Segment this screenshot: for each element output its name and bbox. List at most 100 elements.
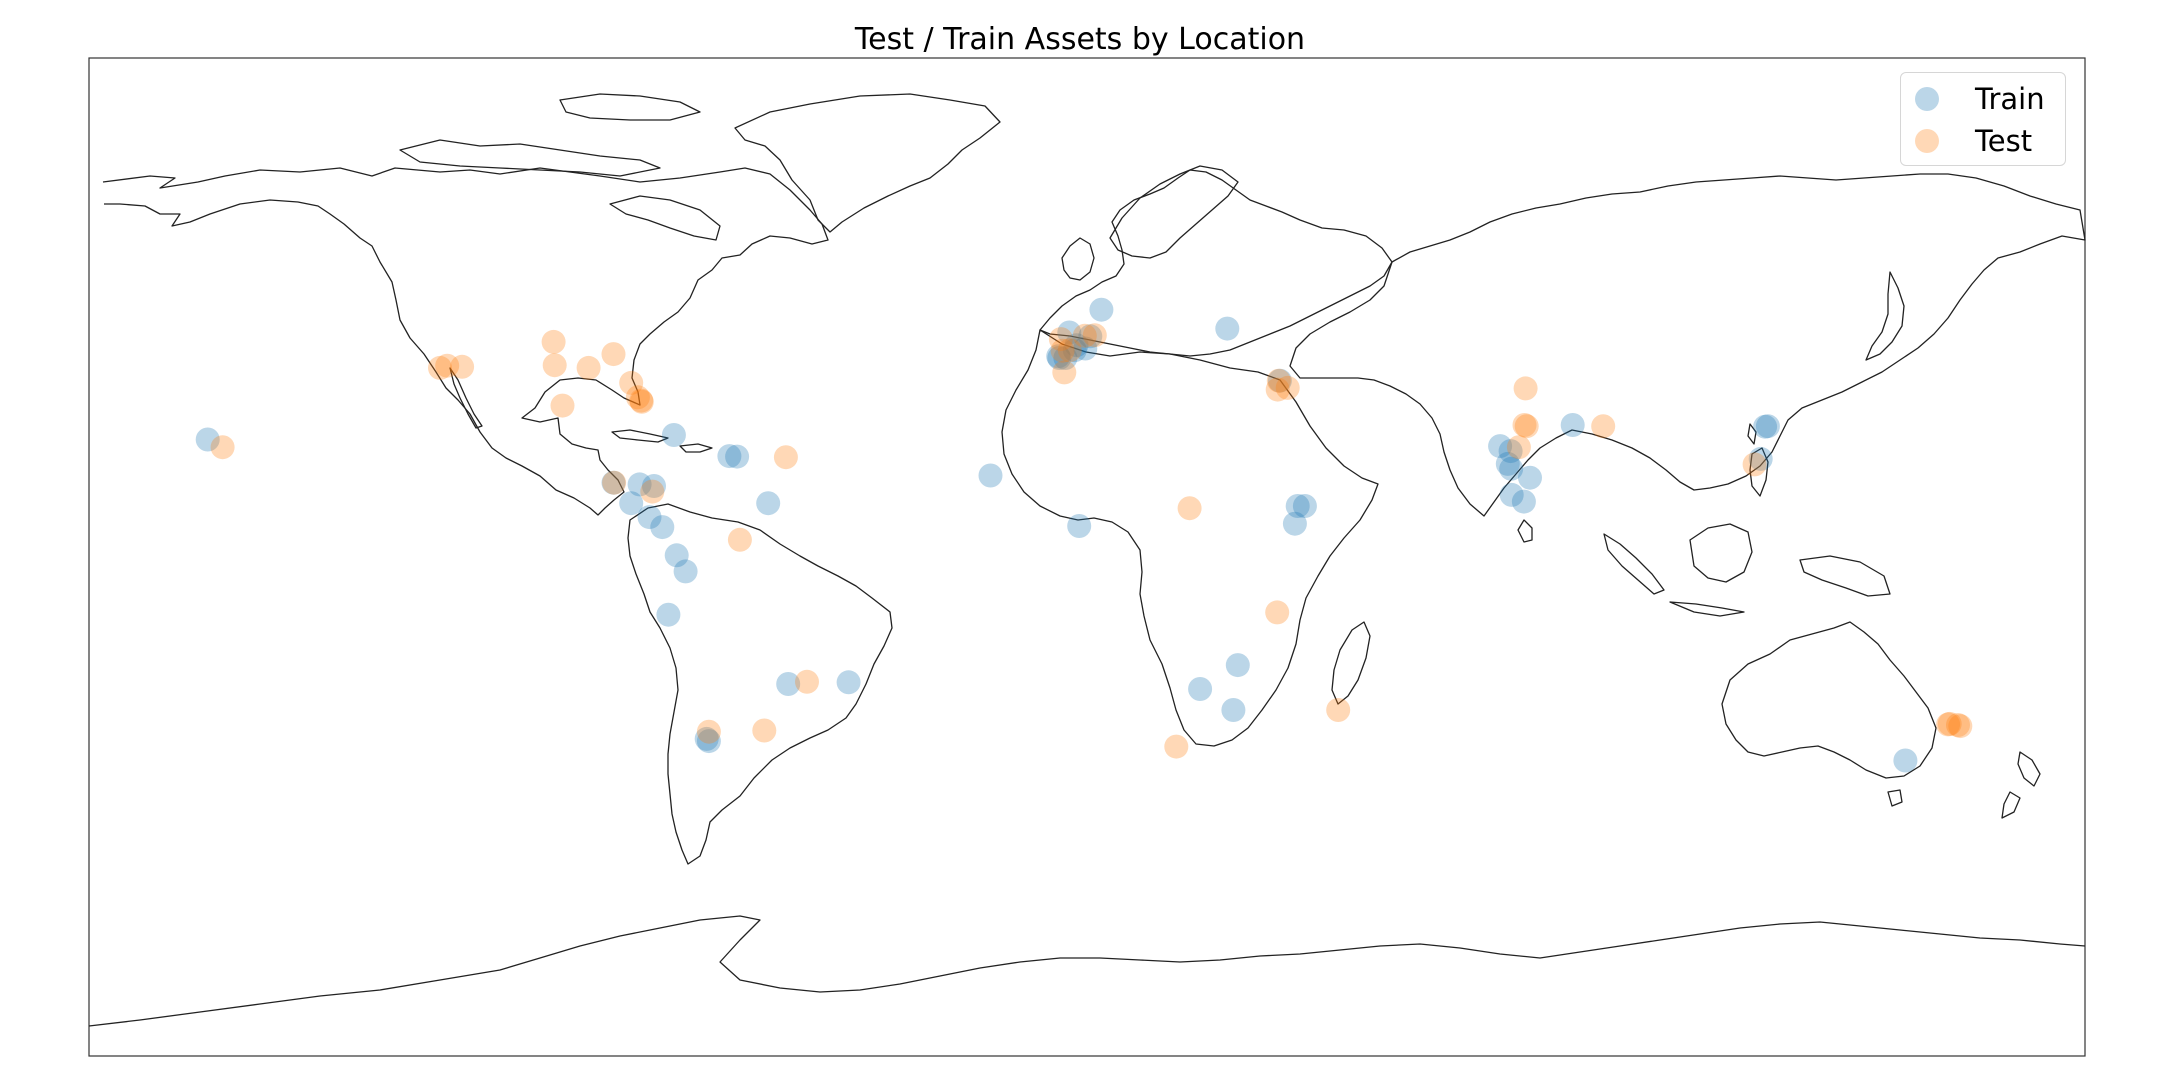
train-point-16 — [642, 474, 666, 498]
train-point-19 — [650, 515, 675, 540]
coastline-taiwan — [1747, 423, 1757, 445]
test-point-9 — [625, 385, 650, 410]
test-point-0 — [428, 355, 452, 380]
legend-entry-test: Test — [1915, 121, 2032, 161]
train-point-24 — [776, 672, 801, 696]
train-point-20 — [756, 491, 781, 516]
train-point-3 — [1064, 333, 1089, 358]
test-point-11 — [629, 389, 654, 414]
train-point-40 — [1499, 456, 1524, 481]
coastline-ellesmere — [559, 93, 701, 121]
test-point-30 — [1265, 600, 1290, 625]
train-point-8 — [1053, 346, 1078, 370]
train-point-21 — [664, 543, 689, 568]
test-point-14 — [602, 470, 627, 495]
train-point-31 — [1285, 494, 1310, 518]
train-point-43 — [1511, 489, 1536, 514]
test-point-38 — [1742, 452, 1767, 477]
coastline-new-zealand — [2001, 751, 2041, 819]
test-point-26 — [1266, 368, 1291, 393]
coastline-antarctica — [88, 915, 2086, 1027]
train-point-41 — [1518, 465, 1542, 490]
test-point-25 — [1052, 360, 1077, 385]
train-point-36 — [1221, 698, 1246, 722]
test-point-42 — [1936, 712, 1961, 737]
coastline-south-america — [627, 503, 893, 865]
train-point-39 — [1495, 451, 1520, 476]
train-point-38 — [1498, 439, 1523, 464]
train-point-30 — [1067, 514, 1092, 538]
coastline-africa — [1001, 329, 1379, 747]
test-point-32 — [1326, 698, 1351, 722]
test-point-18 — [752, 718, 777, 743]
test-point-21 — [1072, 323, 1097, 348]
test-point-19 — [795, 669, 819, 694]
asset-points — [195, 297, 1973, 773]
train-point-22 — [673, 559, 698, 584]
train-point-6 — [1062, 338, 1087, 363]
coastline-sri-lanka — [1517, 519, 1533, 543]
plot-frame — [88, 57, 2086, 1057]
train-point-17 — [619, 491, 644, 516]
train-point-9 — [1215, 316, 1240, 341]
train-point-18 — [637, 505, 662, 530]
coastline-britain — [1061, 237, 1095, 281]
test-point-16 — [727, 527, 752, 552]
legend-entry-train: Train — [1915, 79, 2045, 119]
legend: Train Test — [1900, 72, 2066, 166]
train-point-45 — [1753, 414, 1778, 439]
test-point-39 — [1937, 711, 1962, 736]
train-point-11 — [661, 423, 686, 447]
train-point-29 — [978, 463, 1003, 488]
coastline-baja — [449, 367, 483, 429]
coastline-north-america — [102, 167, 829, 516]
train-point-26 — [694, 726, 719, 751]
test-point-10 — [629, 388, 654, 413]
test-point-20 — [1082, 323, 1107, 348]
test-point-2 — [450, 354, 475, 379]
train-point-0 — [1089, 297, 1114, 322]
train-point-32 — [1282, 511, 1307, 536]
test-point-31 — [1164, 734, 1189, 759]
train-point-13 — [725, 444, 750, 469]
test-point-13 — [773, 445, 798, 470]
test-point-35 — [1514, 414, 1539, 439]
train-point-4 — [1073, 336, 1098, 361]
test-point-36 — [1506, 435, 1531, 460]
train-point-25 — [836, 670, 861, 695]
test-point-24 — [1050, 338, 1075, 363]
train-point-42 — [1499, 482, 1524, 507]
train-point-46 — [1755, 414, 1780, 439]
coastline-baffin — [609, 195, 721, 241]
train-point-15 — [627, 472, 652, 497]
train-point-5 — [1046, 344, 1071, 369]
coastline-greenland — [734, 93, 1001, 233]
train-point-44 — [1560, 413, 1585, 437]
coastline-borneo — [1689, 523, 1753, 583]
train-point-48 — [1893, 748, 1918, 773]
train-point-37 — [1488, 434, 1513, 459]
train-point-23 — [656, 602, 681, 627]
train-point-10 — [1267, 368, 1292, 393]
test-point-23 — [1057, 338, 1082, 363]
train-point-7 — [1047, 346, 1072, 370]
coastline-arctic-islands — [399, 139, 661, 177]
map-title: Test / Train Assets by Location — [854, 22, 1306, 57]
train-marker-icon — [1915, 87, 1939, 111]
test-point-40 — [1948, 714, 1973, 739]
coastline-japan — [1865, 271, 1905, 361]
legend-label-train: Train — [1975, 82, 2045, 116]
test-point-37 — [1591, 414, 1616, 439]
test-point-4 — [542, 353, 567, 378]
legend-label-test: Test — [1975, 124, 2033, 158]
test-marker-icon — [1915, 129, 1939, 153]
test-point-27 — [1275, 375, 1300, 400]
coastline-scandinavia — [1109, 165, 1239, 259]
test-point-34 — [1512, 413, 1537, 437]
coastline-hispaniola — [679, 443, 713, 453]
coastline-asia — [1289, 173, 2086, 517]
coastlines — [88, 93, 2086, 1027]
train-point-34 — [1225, 653, 1250, 678]
train-point-1 — [1078, 324, 1103, 349]
